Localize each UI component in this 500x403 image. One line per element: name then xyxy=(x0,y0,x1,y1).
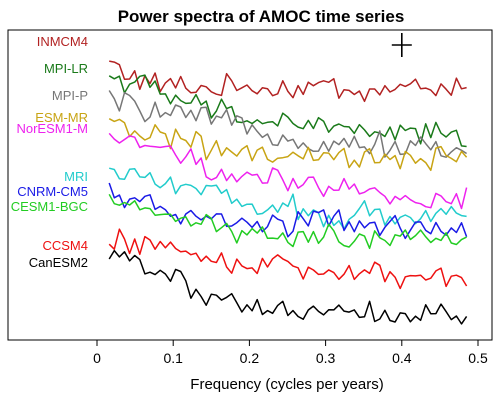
series-line-noresm1-m xyxy=(108,132,468,210)
series-label: MPI-P xyxy=(52,88,88,103)
series-label: CNRM-CM5 xyxy=(17,184,88,199)
series-line-ccsm4 xyxy=(108,228,468,290)
x-axis-label: Frequency (cycles per years) xyxy=(190,376,383,393)
series-label: CCSM4 xyxy=(42,238,88,253)
series-line-cesm1-bgc xyxy=(108,193,467,250)
x-tick-label: 0.4 xyxy=(392,350,412,366)
series-line-mri xyxy=(109,167,467,230)
error-bar-marker xyxy=(391,33,412,57)
x-axis: 0 0.1 0.2 0.3 0.4 0.5 xyxy=(93,340,488,366)
series-label: INMCM4 xyxy=(37,34,88,49)
series-line-canesm2 xyxy=(108,249,468,325)
x-tick-label: 0.2 xyxy=(240,350,260,366)
chart-title: Power spectra of AMOC time series xyxy=(118,7,405,26)
series-label: ESM-MR xyxy=(35,110,88,125)
plot-frame xyxy=(7,29,493,341)
x-tick-label: 0.1 xyxy=(163,350,183,366)
series-line-esm-mr xyxy=(108,118,468,172)
x-tick-label: 0.3 xyxy=(316,350,336,366)
x-tick-label: 0 xyxy=(93,350,101,366)
series-label: MPI-LR xyxy=(44,61,88,76)
series-label: CESM1-BGC xyxy=(11,199,88,214)
series-label: NorESM1-M xyxy=(16,121,88,136)
series-layer xyxy=(108,60,468,325)
x-tick-label: 0.5 xyxy=(468,350,488,366)
series-label: CanESM2 xyxy=(29,255,88,270)
series-line-mpi-lr xyxy=(108,74,467,148)
series-line-inmcm4 xyxy=(109,60,467,103)
series-label: MRI xyxy=(64,169,88,184)
series-line-mpi-p xyxy=(108,90,467,158)
